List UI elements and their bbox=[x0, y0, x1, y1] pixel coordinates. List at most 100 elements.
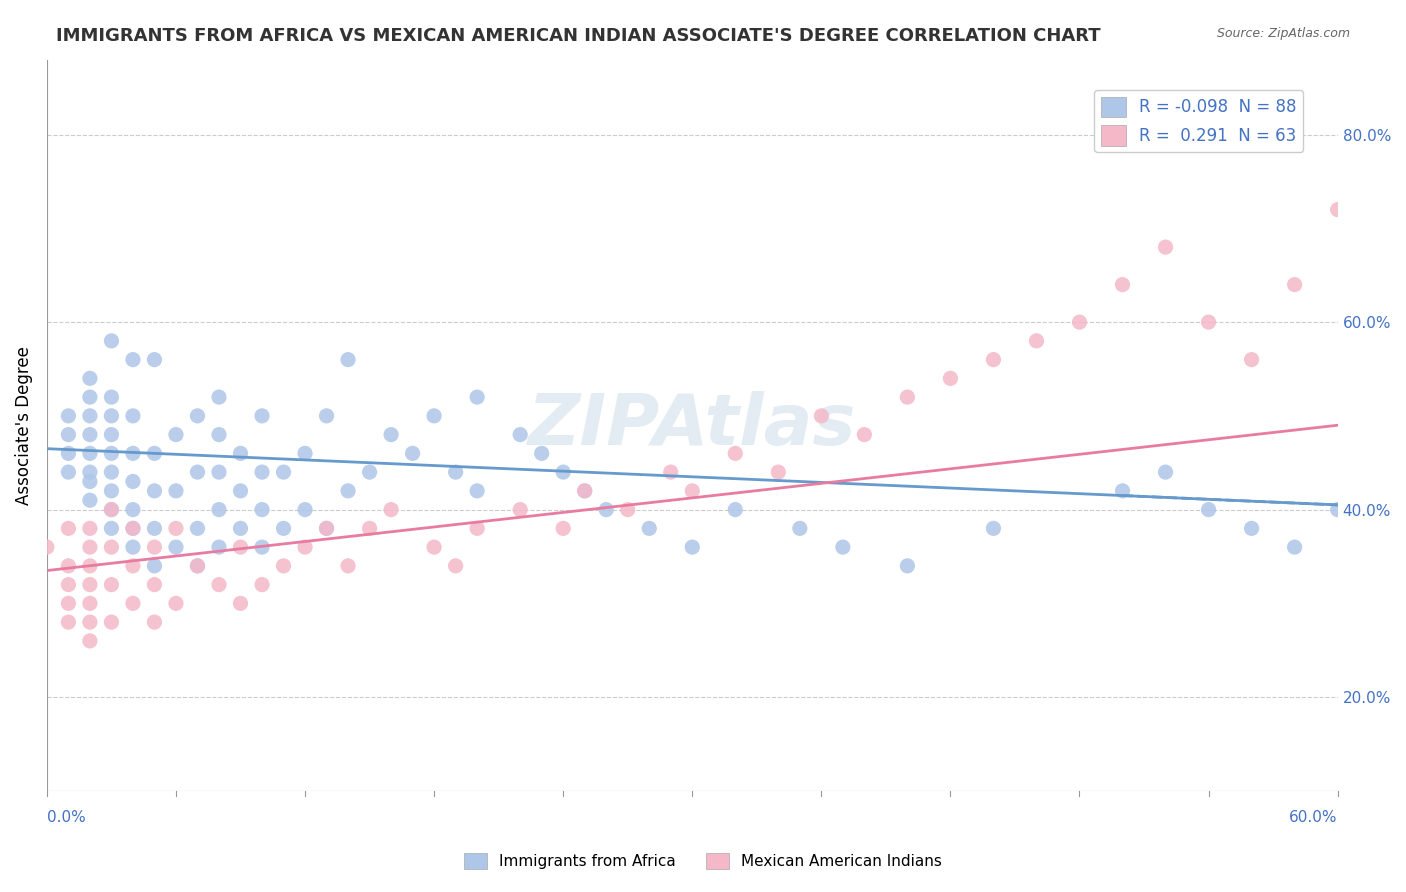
Point bbox=[444, 558, 467, 573]
Point bbox=[294, 446, 316, 460]
Point bbox=[165, 483, 187, 498]
Y-axis label: Associate's Degree: Associate's Degree bbox=[15, 346, 32, 505]
Point bbox=[1111, 483, 1133, 498]
Point bbox=[896, 390, 918, 404]
Point bbox=[315, 409, 337, 423]
Point bbox=[143, 483, 166, 498]
Point bbox=[1240, 521, 1263, 535]
Point bbox=[100, 390, 122, 404]
Point bbox=[35, 540, 58, 554]
Point bbox=[122, 521, 145, 535]
Point bbox=[58, 558, 80, 573]
Point bbox=[853, 427, 876, 442]
Point bbox=[79, 446, 101, 460]
Point bbox=[616, 502, 638, 516]
Point bbox=[208, 465, 231, 479]
Point bbox=[100, 427, 122, 442]
Point bbox=[100, 521, 122, 535]
Point bbox=[337, 352, 360, 367]
Point bbox=[100, 446, 122, 460]
Point bbox=[122, 446, 145, 460]
Point bbox=[380, 427, 402, 442]
Point bbox=[250, 502, 273, 516]
Point bbox=[401, 446, 423, 460]
Point bbox=[229, 540, 252, 554]
Point bbox=[58, 427, 80, 442]
Point bbox=[122, 521, 145, 535]
Point bbox=[509, 502, 531, 516]
Point bbox=[79, 409, 101, 423]
Point bbox=[165, 596, 187, 610]
Point bbox=[58, 577, 80, 591]
Point bbox=[1198, 315, 1220, 329]
Point bbox=[100, 615, 122, 629]
Point bbox=[294, 540, 316, 554]
Point bbox=[79, 596, 101, 610]
Point bbox=[122, 475, 145, 489]
Point bbox=[143, 577, 166, 591]
Point bbox=[983, 521, 1005, 535]
Point bbox=[380, 502, 402, 516]
Point bbox=[831, 540, 853, 554]
Point bbox=[186, 465, 208, 479]
Point bbox=[58, 446, 80, 460]
Point bbox=[681, 483, 703, 498]
Point bbox=[79, 521, 101, 535]
Point bbox=[1154, 240, 1177, 254]
Point bbox=[58, 615, 80, 629]
Text: 60.0%: 60.0% bbox=[1289, 810, 1337, 824]
Point bbox=[79, 540, 101, 554]
Point bbox=[208, 390, 231, 404]
Point bbox=[79, 390, 101, 404]
Point bbox=[983, 352, 1005, 367]
Point bbox=[122, 596, 145, 610]
Text: Source: ZipAtlas.com: Source: ZipAtlas.com bbox=[1216, 27, 1350, 40]
Point bbox=[273, 558, 295, 573]
Point bbox=[465, 390, 488, 404]
Point bbox=[638, 521, 661, 535]
Point bbox=[724, 446, 747, 460]
Point bbox=[465, 483, 488, 498]
Point bbox=[939, 371, 962, 385]
Point bbox=[208, 427, 231, 442]
Point bbox=[1284, 277, 1306, 292]
Point bbox=[100, 483, 122, 498]
Point bbox=[79, 493, 101, 508]
Point bbox=[79, 371, 101, 385]
Point bbox=[423, 409, 446, 423]
Point bbox=[122, 558, 145, 573]
Point bbox=[724, 502, 747, 516]
Point bbox=[100, 540, 122, 554]
Point bbox=[143, 521, 166, 535]
Point bbox=[1284, 540, 1306, 554]
Point bbox=[100, 465, 122, 479]
Point bbox=[100, 577, 122, 591]
Point bbox=[1369, 709, 1392, 723]
Point bbox=[1111, 277, 1133, 292]
Point bbox=[553, 521, 575, 535]
Point bbox=[122, 352, 145, 367]
Point bbox=[143, 446, 166, 460]
Point bbox=[250, 540, 273, 554]
Point bbox=[1326, 502, 1348, 516]
Point bbox=[1025, 334, 1047, 348]
Point bbox=[143, 540, 166, 554]
Point bbox=[1154, 465, 1177, 479]
Point bbox=[186, 558, 208, 573]
Point bbox=[79, 577, 101, 591]
Point bbox=[509, 427, 531, 442]
Point bbox=[294, 502, 316, 516]
Point bbox=[359, 521, 381, 535]
Point bbox=[58, 409, 80, 423]
Point bbox=[143, 558, 166, 573]
Point bbox=[273, 465, 295, 479]
Point bbox=[337, 483, 360, 498]
Point bbox=[315, 521, 337, 535]
Point bbox=[122, 502, 145, 516]
Point bbox=[574, 483, 596, 498]
Point bbox=[789, 521, 811, 535]
Point bbox=[208, 540, 231, 554]
Point bbox=[165, 427, 187, 442]
Point bbox=[186, 409, 208, 423]
Point bbox=[165, 540, 187, 554]
